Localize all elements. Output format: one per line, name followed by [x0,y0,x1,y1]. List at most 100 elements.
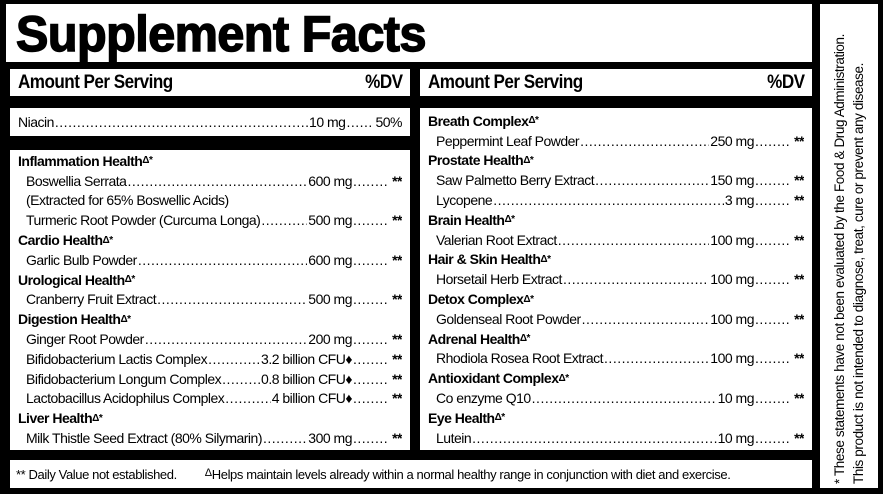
disclaimer-line-1: * These statements have not been evaluat… [832,34,847,484]
nutrient-amount: 10 mg [309,113,346,130]
ingredient-dv: ** [392,212,402,229]
ingredient-name: Lactobacillus Acidophilus Complex [26,390,225,407]
delta-asterisk-mark: Δ* [528,115,539,127]
ingredient-amount: 0.8 billion CFU♦ [261,370,352,387]
section-heading: Digestion Health Δ* [18,309,402,329]
ingredient-name: Boswellia Serrata [26,172,127,189]
ingredient-amount: 100 mg [710,271,754,288]
ingredient-dv: ** [392,430,402,447]
ingredient-amount: 100 mg [710,350,754,367]
ingredient-name: Cranberry Fruit Extract [26,291,157,308]
dot-leader [580,133,709,149]
ingredient-amount: 600 mg [308,172,352,189]
section-heading: Brain Health Δ* [428,210,804,230]
ingredient-dv: ** [794,429,804,446]
section-heading-label: Inflammation Health [18,152,143,169]
dot-leader [353,291,389,307]
dot-leader [222,371,260,387]
dot-leader [346,114,374,130]
ingredient-row: Saw Palmetto Berry Extract 150 mg ** [428,170,804,190]
dot-leader [755,133,791,149]
ingredient-amount: 10 mg [717,429,755,446]
ingredient-amount: 500 mg [308,212,352,229]
dot-leader [755,271,791,287]
ingredient-name: Rhodiola Rosea Root Extract [436,350,604,367]
ingredient-name: Goldenseal Root Powder [436,310,581,327]
ingredient-row: Milk Thistle Seed Extract (80% Silymarin… [18,428,402,448]
dot-leader [157,291,307,307]
dot-leader [353,173,389,189]
ingredient-amount: 100 mg [710,310,754,327]
section-heading: Antioxidant Complex Δ* [428,368,804,388]
section-heading: Adrenal Health Δ* [428,329,804,349]
dot-leader [755,192,791,208]
delta-asterisk-mark: Δ* [494,412,506,424]
ingredient-row: Garlic Bulb Powder 600 mg ** [18,250,402,270]
dot-leader [563,271,709,287]
section-heading-label: Cardio Health [18,232,103,249]
section-heading: Eye Health Δ* [428,408,804,428]
ingredient-name: Lycopene [436,192,493,209]
section-heading: Breath Complex Δ* [428,111,804,131]
dot-leader [263,430,307,446]
delta-asterisk-mark: Δ* [120,313,131,325]
dot-leader [558,232,710,248]
ingredient-amount: 200 mg [308,331,352,348]
ingredient-dv: ** [794,231,804,248]
ingredient-name: Horsetail Herb Extract [436,271,562,288]
ingredient-dv: ** [392,172,402,189]
ingredient-dv: ** [392,350,402,367]
title-panel: Supplement Facts [6,4,812,63]
section-heading: Urological Health Δ* [18,270,402,290]
ingredient-dv: ** [794,132,804,149]
delta-note: ΔHelps maintain levels already within a … [205,467,731,482]
section-heading: Liver Health Δ* [18,408,402,428]
ingredient-name: Lutein [436,429,472,446]
section-heading: Detox Complex Δ* [428,289,804,309]
ingredient-row: Bifidobacterium Lactis Complex 3.2 billio… [18,349,402,369]
delta-symbol: Δ [204,466,212,479]
delta-asterisk-mark: Δ* [519,333,531,345]
dot-leader [353,212,389,228]
ingredient-row: Valerian Root Extract 100 mg ** [428,230,804,250]
delta-asterisk-mark: Δ* [523,154,534,166]
ingredient-dv: ** [794,350,804,367]
dot-leader [755,430,791,446]
dot-leader [755,390,791,406]
section-heading: Inflammation Health Δ* [18,151,402,171]
ingredient-amount: 4 billion CFU♦ [271,390,353,407]
page-title: Supplement Facts [15,5,427,63]
ingredient-row: Bifidobacterium Longum Complex 0.8 billio… [18,369,402,389]
delta-asterisk-mark: Δ* [142,155,153,167]
delta-asterisk-mark: Δ* [540,253,551,265]
section-heading: Hair & Skin Health Δ* [428,250,804,270]
amount-per-serving-label: Amount Per Serving [428,71,583,93]
ingredient-amount: 100 mg [710,231,754,248]
ingredient-dv: ** [794,192,804,209]
ingredient-row: Lutein 10 mg ** [428,428,804,448]
ingredient-amount: 3.2 billion CFU♦ [261,350,352,367]
right-column-header: Amount Per Serving %DV [420,69,812,96]
ingredient-row: Goldenseal Root Powder 100 mg ** [428,309,804,329]
delta-note-text: Helps maintain levels already within a n… [211,466,731,482]
section-heading-label: Hair & Skin Health [428,251,541,268]
dot-leader [145,331,307,347]
dot-leader [55,114,308,130]
section-heading-label: Urological Health [18,271,125,288]
dot-leader [353,252,389,268]
ingredient-row: Peppermint Leaf Powder 250 mg ** [428,131,804,151]
section-heading-label: Adrenal Health [428,330,520,347]
ingredient-amount: 150 mg [710,172,754,189]
delta-asterisk-mark: Δ* [523,293,534,305]
disclaimer-line-2: This product is not intended to diagnose… [851,63,866,484]
ingredient-row: Lycopene 3 mg ** [428,190,804,210]
dv-label: %DV [766,71,805,93]
dv-label: %DV [364,71,403,93]
ingredient-dv: ** [392,251,402,268]
dot-leader [127,173,307,189]
ingredient-amount: 500 mg [308,291,352,308]
delta-asterisk-mark: Δ* [102,234,114,246]
dot-leader [472,430,716,446]
ingredient-name: Valerian Root Extract [436,231,557,248]
